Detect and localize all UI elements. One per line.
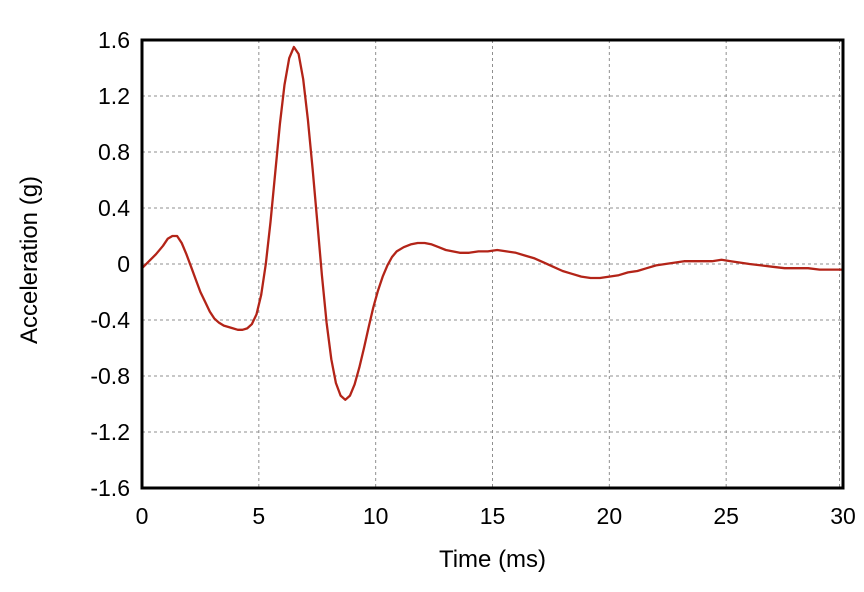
- x-tick-label: 5: [252, 503, 265, 529]
- x-tick-label: 30: [830, 503, 856, 529]
- y-tick-label: 0.4: [98, 195, 130, 221]
- y-tick-label: 0.8: [98, 139, 130, 165]
- x-tick-label: 15: [480, 503, 506, 529]
- y-tick-label: -1.6: [90, 475, 130, 501]
- x-tick-label: 20: [597, 503, 623, 529]
- y-tick-label: 1.6: [98, 27, 130, 53]
- x-tick-label: 25: [713, 503, 739, 529]
- x-tick-label: 0: [136, 503, 149, 529]
- y-axis-title: Acceleration (g): [16, 175, 43, 345]
- y-tick-label: -1.2: [90, 419, 130, 445]
- acceleration-trace: [140, 45, 845, 401]
- y-tick-label: -0.4: [90, 307, 130, 333]
- y-tick-label: 0: [117, 251, 130, 277]
- x-axis-title: Time (ms): [438, 546, 547, 573]
- y-tick-label: 1.2: [98, 83, 130, 109]
- x-tick-label: 10: [363, 503, 389, 529]
- y-tick-label: -0.8: [90, 363, 130, 389]
- plot-frame: [140, 38, 845, 490]
